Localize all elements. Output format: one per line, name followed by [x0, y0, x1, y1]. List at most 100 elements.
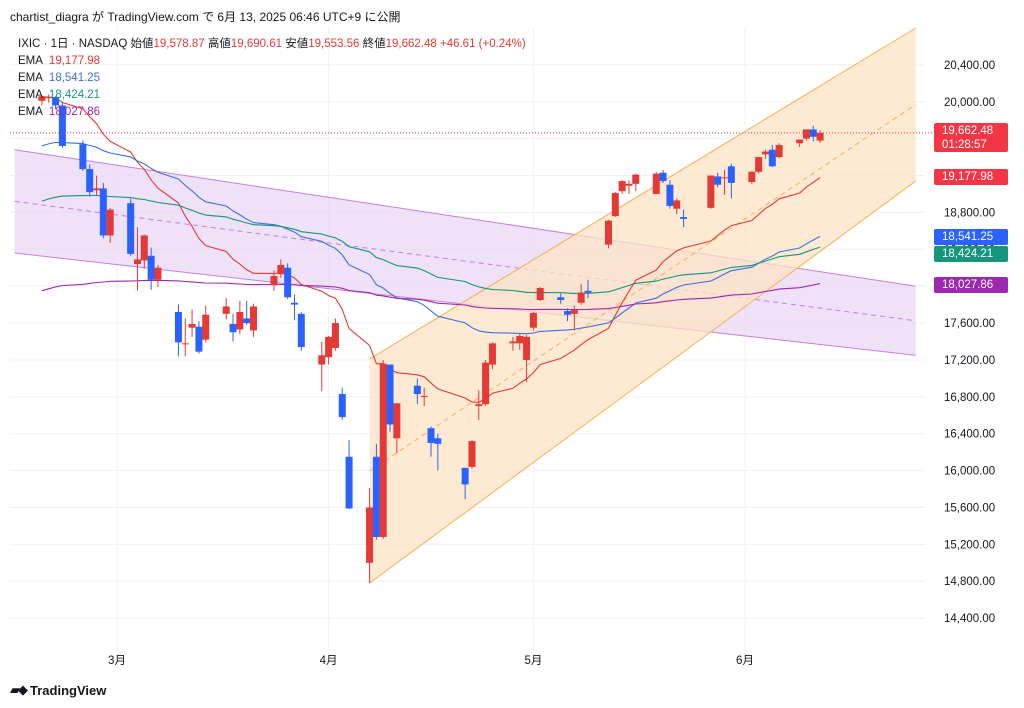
candle [277, 259, 285, 278]
candle [106, 207, 114, 243]
candle [652, 171, 660, 194]
candle-body [154, 267, 162, 280]
candle-body [127, 203, 135, 254]
candle [420, 387, 428, 407]
candle-body [99, 188, 107, 236]
time-tick-label: 3月 [108, 655, 126, 667]
candle [721, 169, 729, 195]
down-channel-median [14, 200, 916, 322]
candle [509, 336, 517, 351]
candle [236, 300, 244, 335]
candle-body [366, 507, 374, 563]
candle-body [393, 403, 401, 439]
candle-body [181, 343, 189, 345]
candle [809, 125, 817, 142]
ema3-badge: 18,424.21 [934, 246, 1008, 262]
time-axis: 3月 4月 5月 6月 [108, 655, 754, 667]
candle [488, 342, 496, 370]
candle-body [714, 176, 722, 185]
ema2-badge: 18,541.25 [934, 229, 1008, 245]
candle [318, 341, 326, 392]
candle [427, 426, 435, 457]
candle-body [816, 132, 824, 141]
brand-name: TradingView [30, 682, 107, 698]
candle-body [768, 149, 776, 167]
price-tick-label: 17,600.00 [944, 318, 995, 330]
candle [482, 359, 490, 407]
publish-info: chartist_diagra が TradingView.com で 6月 1… [10, 10, 401, 24]
price-tick-label: 14,400.00 [944, 613, 995, 625]
candle-body [195, 326, 203, 352]
candle [577, 284, 585, 305]
ema1-badge: 19,177.98 [934, 169, 1008, 185]
candle-body [523, 336, 531, 360]
candle [707, 175, 715, 209]
candle-body [761, 151, 769, 155]
candle [570, 305, 578, 331]
candle-body [188, 323, 196, 328]
ema-line-3 [41, 194, 821, 294]
price-tick-label: 15,600.00 [944, 502, 995, 514]
price-tick-label: 16,000.00 [944, 466, 995, 478]
price-tick-label: 20,000.00 [944, 97, 995, 109]
price-tick-label: 15,200.00 [944, 539, 995, 551]
candle [666, 180, 674, 209]
candle [86, 164, 94, 197]
tradingview-logo-icon: ▰◆ [10, 682, 28, 697]
candle [618, 180, 626, 194]
candle-body [666, 184, 674, 206]
candle [768, 145, 776, 168]
candle [250, 303, 258, 337]
price-tick-label: 17,200.00 [944, 355, 995, 367]
candle-body [106, 209, 114, 236]
candle-body [270, 276, 278, 286]
candle [345, 440, 353, 510]
candle [154, 264, 162, 288]
candle [468, 440, 476, 469]
candle [611, 192, 619, 218]
last-price-value: 19,662.48 [942, 125, 994, 137]
candle-body [45, 97, 53, 99]
ema-line-4 [41, 279, 821, 311]
candle-body [509, 341, 517, 344]
candle [523, 335, 531, 383]
last-price-badge: 19,662.48 01:28:57 [934, 123, 1008, 152]
candle-body [625, 183, 633, 186]
candle [222, 298, 230, 320]
candle [564, 308, 572, 322]
candle-body [413, 385, 421, 395]
candle-body [93, 188, 101, 191]
price-tick-label: 16,800.00 [944, 392, 995, 404]
tradingview-logo[interactable]: ▰◆ TradingView [10, 682, 106, 698]
candle-body [577, 292, 585, 303]
candle [516, 334, 524, 350]
candle-body [564, 311, 572, 315]
candle [557, 293, 565, 304]
candle [99, 182, 107, 239]
candle [366, 488, 374, 584]
candle-body [243, 318, 251, 324]
candle-body [809, 129, 817, 137]
candle-body [482, 362, 490, 405]
candle-body [461, 467, 469, 485]
candle-body [147, 255, 155, 280]
time-tick-label: 6月 [736, 655, 754, 667]
candle [714, 172, 722, 188]
up-channel [369, 27, 916, 584]
candle [632, 173, 640, 192]
candle-body [727, 166, 735, 183]
candle [461, 467, 469, 500]
candle-body [659, 172, 667, 182]
up-channel-upper [369, 27, 916, 360]
candle [58, 102, 66, 148]
candle-body [58, 105, 66, 147]
candle-body [434, 438, 442, 444]
candle [393, 403, 401, 454]
candle-body [748, 171, 756, 182]
candle [229, 313, 237, 342]
candles [38, 94, 824, 584]
candle-body [721, 177, 729, 179]
up-channel-fill [369, 28, 916, 584]
candle-body [584, 290, 592, 293]
